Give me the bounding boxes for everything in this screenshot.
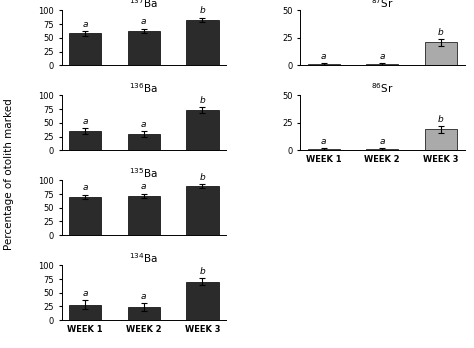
Title: $^{86}$Sr: $^{86}$Sr <box>371 81 393 95</box>
Bar <box>128 307 160 320</box>
Text: a: a <box>141 120 146 129</box>
Text: Percentage of otolith marked: Percentage of otolith marked <box>4 98 15 250</box>
Bar <box>308 149 340 150</box>
Bar <box>128 31 160 65</box>
Text: a: a <box>321 137 327 146</box>
Text: b: b <box>200 173 205 182</box>
Text: a: a <box>321 52 327 61</box>
Bar <box>69 33 101 65</box>
Title: $^{136}$Ba: $^{136}$Ba <box>129 81 158 95</box>
Bar <box>425 129 457 150</box>
Text: b: b <box>200 267 205 276</box>
Text: b: b <box>200 6 205 15</box>
Bar <box>128 196 160 235</box>
Title: $^{135}$Ba: $^{135}$Ba <box>129 166 158 180</box>
Text: a: a <box>141 17 146 26</box>
Bar <box>69 131 101 150</box>
Bar <box>186 20 219 65</box>
Text: a: a <box>82 19 88 29</box>
Text: b: b <box>438 115 444 124</box>
Text: a: a <box>141 182 146 191</box>
Title: $^{134}$Ba: $^{134}$Ba <box>129 251 158 264</box>
Bar <box>186 186 219 235</box>
Text: a: a <box>82 289 88 298</box>
Bar <box>308 64 340 65</box>
Text: a: a <box>380 52 385 61</box>
Text: a: a <box>82 117 88 126</box>
Bar <box>128 134 160 150</box>
Title: $^{87}$Sr: $^{87}$Sr <box>371 0 393 10</box>
Bar <box>425 42 457 65</box>
Text: b: b <box>200 96 205 105</box>
Text: a: a <box>380 137 385 146</box>
Bar <box>366 149 399 150</box>
Title: $^{137}$Ba: $^{137}$Ba <box>129 0 158 10</box>
Text: a: a <box>141 292 146 301</box>
Text: b: b <box>438 28 444 37</box>
Bar <box>69 197 101 235</box>
Bar <box>186 282 219 320</box>
Text: a: a <box>82 183 88 192</box>
Bar <box>69 305 101 320</box>
Bar <box>366 64 399 65</box>
Bar <box>186 110 219 150</box>
